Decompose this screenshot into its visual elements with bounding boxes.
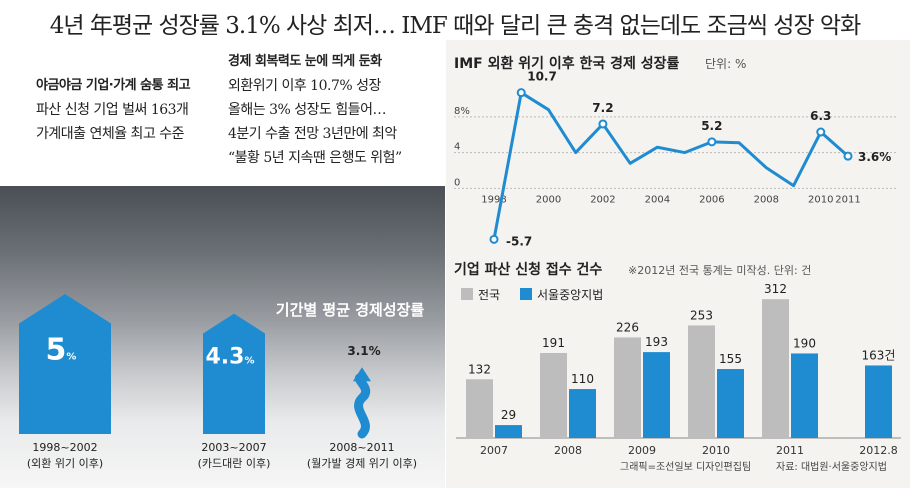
bar-value-label: 29 <box>501 408 516 422</box>
right-charts: IMF 외환 위기 이후 한국 경제 성장률 단위: % 8% 4 0 1998 200… <box>454 55 901 473</box>
line-x-tick: 2002 <box>590 194 615 205</box>
growth-point <box>598 119 608 129</box>
growth-point-label: 7.2 <box>592 101 613 115</box>
line-x-tick: 2011 <box>835 194 860 205</box>
legend-swatch-national <box>461 288 473 300</box>
line-x-tick: 2006 <box>699 194 724 205</box>
bar-value-label: 226 <box>616 320 639 334</box>
line-y-tick: 0 <box>454 177 460 188</box>
bar-national <box>614 337 641 438</box>
period-sublabel: (월가발 경제 위기 이후) <box>307 457 417 470</box>
growth-point <box>489 234 499 244</box>
period-category-label: 1998~2002 <box>32 441 97 454</box>
bar-seoul <box>569 389 596 438</box>
period-bar <box>354 372 371 439</box>
line-x-tick: 2008 <box>754 194 779 205</box>
growth-point <box>516 88 526 98</box>
bar-category-label: 2011 <box>776 444 804 457</box>
bullets-right-heading: 경제 회복력도 눈에 띄게 둔화 <box>228 54 382 69</box>
bar-seoul <box>643 352 670 438</box>
credit: 그래픽=조선일보 디자인편집팀 <box>620 461 751 473</box>
period-growth-panel: 기간별 평균 경제성장률 5% 1998~2002 (외환 위기 이후) 4.3% 20… <box>0 186 445 488</box>
bar-seoul <box>495 425 522 438</box>
bullets-right-line: 올해는 3% 성장도 힘들어… <box>228 102 386 118</box>
bar-value-label: 253 <box>690 308 713 322</box>
bar-chart-note: ※2012년 전국 통계는 미작성. 단위: 건 <box>628 264 811 277</box>
bullets-left-line: 파산 신청 기업 벌써 163개 <box>36 102 189 118</box>
period-value-label: 3.1% <box>347 344 380 358</box>
line-x-tick: 2000 <box>536 194 561 205</box>
growth-point-label: -5.7 <box>506 234 532 248</box>
bar-value-label: 110 <box>571 372 594 386</box>
bar-value-label: 163건 <box>862 348 896 362</box>
bar-value-label: 132 <box>468 362 491 376</box>
bar-value-label: 312 <box>764 282 787 296</box>
growth-line <box>492 91 849 240</box>
bar-category-label: 2008 <box>554 444 582 457</box>
period-category-label: 2003~2007 <box>201 441 266 454</box>
bar-value-label: 193 <box>645 335 668 349</box>
line-x-tick: 2004 <box>645 194 670 205</box>
bar-seoul <box>865 365 892 438</box>
bar-national <box>762 299 789 438</box>
line-y-tick: 4 <box>454 142 460 153</box>
period-arrow-head <box>353 367 371 382</box>
growth-point <box>816 127 826 137</box>
growth-point <box>707 137 717 147</box>
bar-national <box>688 325 715 438</box>
line-y-tick: 8% <box>454 106 470 117</box>
line-x-tick: 1998 <box>481 194 506 205</box>
source: 자료: 대법원·서울중앙지법 <box>776 461 887 473</box>
headline: 4년 年평균 성장률 3.1% 사상 최저… IMF 때와 달리 큰 충격 없는… <box>49 13 862 39</box>
bar-category-label: 2012.8 <box>859 444 898 457</box>
right-panel: IMF 외환 위기 이후 한국 경제 성장률 단위: % 8% 4 0 1998 200… <box>446 40 910 488</box>
bar-value-label: 190 <box>793 336 816 350</box>
growth-point-label: 6.3 <box>810 109 831 123</box>
bar-category-label: 2009 <box>628 444 656 457</box>
bar-seoul <box>717 369 744 438</box>
period-sublabel: (외환 위기 이후) <box>27 457 103 470</box>
bullets-left: 야금야금 기업·가계 숨통 죄고 파산 신청 기업 벌써 163개 가계대출 연… <box>36 74 191 146</box>
line-chart-unit: 단위: % <box>705 57 746 71</box>
bullets-right-line: 외환위기 이후 10.7% 성장 <box>228 78 381 94</box>
legend-label-seoul: 서울중앙지법 <box>537 288 603 302</box>
bullets-right: 경제 회복력도 눈에 띄게 둔화 외환위기 이후 10.7% 성장 올해는 3%… <box>228 50 402 170</box>
legend-swatch-seoul <box>520 288 532 300</box>
bar-national <box>540 353 567 438</box>
bullets-right-line: “불황 5년 지속땐 은행도 위험” <box>228 150 402 166</box>
line-chart-title: IMF 외환 위기 이후 한국 경제 성장률 <box>454 55 680 72</box>
period-bar <box>19 294 111 434</box>
period-sublabel: (카드대란 이후) <box>198 457 271 470</box>
bullets-left-heading: 야금야금 기업·가계 숨통 죄고 <box>36 78 191 93</box>
bar-seoul <box>791 353 818 438</box>
growth-point-label: 3.6% <box>858 150 891 164</box>
growth-point-label: 5.2 <box>701 119 722 133</box>
bar-chart-title: 기업 파산 신청 접수 건수 <box>454 261 602 278</box>
growth-point <box>843 151 853 161</box>
bullets-right-line: 4분기 수출 전망 3년만에 최악 <box>228 126 397 142</box>
line-x-tick: 2010 <box>808 194 833 205</box>
period-growth-chart: 기간별 평균 경제성장률 5%1998~2002(외환 위기 이후)4.3%20… <box>19 294 425 470</box>
bar-national <box>466 379 493 438</box>
legend-label-national: 전국 <box>478 288 500 302</box>
period-bar <box>203 313 265 434</box>
bar-category-label: 2010 <box>702 444 730 457</box>
growth-point-label: 10.7 <box>527 70 557 84</box>
bar-value-label: 155 <box>719 352 742 366</box>
bullets-left-line: 가계대출 연체율 최고 수준 <box>36 126 185 142</box>
bar-category-label: 2007 <box>480 444 508 457</box>
period-category-label: 2008~2011 <box>329 441 394 454</box>
bar-value-label: 191 <box>542 336 565 350</box>
period-chart-title: 기간별 평균 경제성장률 <box>276 301 425 319</box>
